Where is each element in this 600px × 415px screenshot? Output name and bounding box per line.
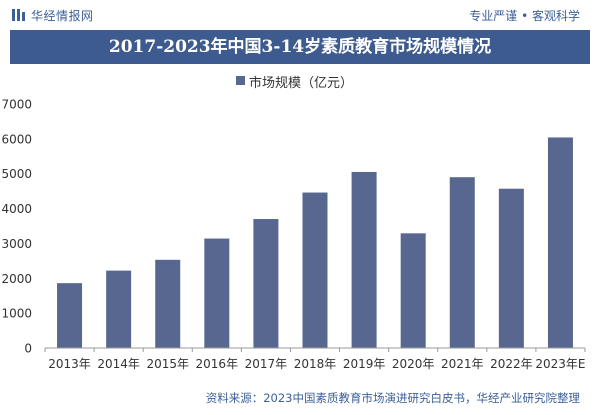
x-tick-label: 2021年 [441, 357, 484, 371]
chart-title: 2017-2023年中国3-14岁素质教育市场规模情况 [108, 37, 492, 57]
x-tick-label: 2017年 [245, 357, 288, 371]
bar-chart: 0 1000 2000 3000 4000 5000 6000 7000 2013年 2014年 2… [1, 98, 585, 372]
y-tick-label: 6000 [1, 132, 32, 146]
bar [449, 177, 475, 348]
brand-name: 华经情报网 [31, 9, 94, 23]
x-tick-label: 2016年 [196, 357, 239, 371]
title-bar: 2017-2023年中国3-14岁素质教育市场规模情况 [10, 30, 590, 64]
bar [253, 219, 279, 348]
x-tick-label: 2019年 [343, 357, 386, 371]
x-tick-label: 2015年 [146, 357, 189, 371]
x-tick-label: 2014年 [97, 357, 140, 371]
y-tick-label: 4000 [1, 202, 32, 216]
bar [106, 270, 132, 348]
bar [155, 259, 181, 348]
bar [498, 188, 524, 348]
bar [351, 171, 377, 348]
x-tick-label: 2023年E [535, 357, 585, 371]
source-note: 资料来源：2023中国素质教育市场演进研究白皮书，华经产业研究院整理 [205, 391, 580, 405]
x-tick-label: 2022年 [490, 357, 533, 371]
slogan: 专业严谨 • 客观科学 [469, 9, 580, 23]
y-tick-label: 1000 [1, 307, 32, 321]
y-tick-label: 7000 [1, 98, 32, 112]
x-tick-label: 2013年 [48, 357, 91, 371]
y-tick-label: 0 [24, 342, 32, 356]
bar [57, 283, 83, 348]
legend-swatch [236, 76, 245, 85]
bar [302, 192, 328, 348]
y-tick-label: 3000 [1, 237, 32, 251]
y-tick-label: 5000 [1, 167, 32, 181]
x-tick-label: 2020年 [392, 357, 435, 371]
logo-icon [12, 9, 25, 21]
legend-label: 市场规模（亿元） [249, 76, 354, 91]
bar [547, 137, 573, 348]
bar [400, 233, 426, 348]
bar [204, 238, 230, 348]
x-tick-label: 2018年 [294, 357, 337, 371]
header: 华经情报网 专业严谨 • 客观科学 [0, 0, 600, 30]
y-tick-label: 2000 [1, 272, 32, 286]
